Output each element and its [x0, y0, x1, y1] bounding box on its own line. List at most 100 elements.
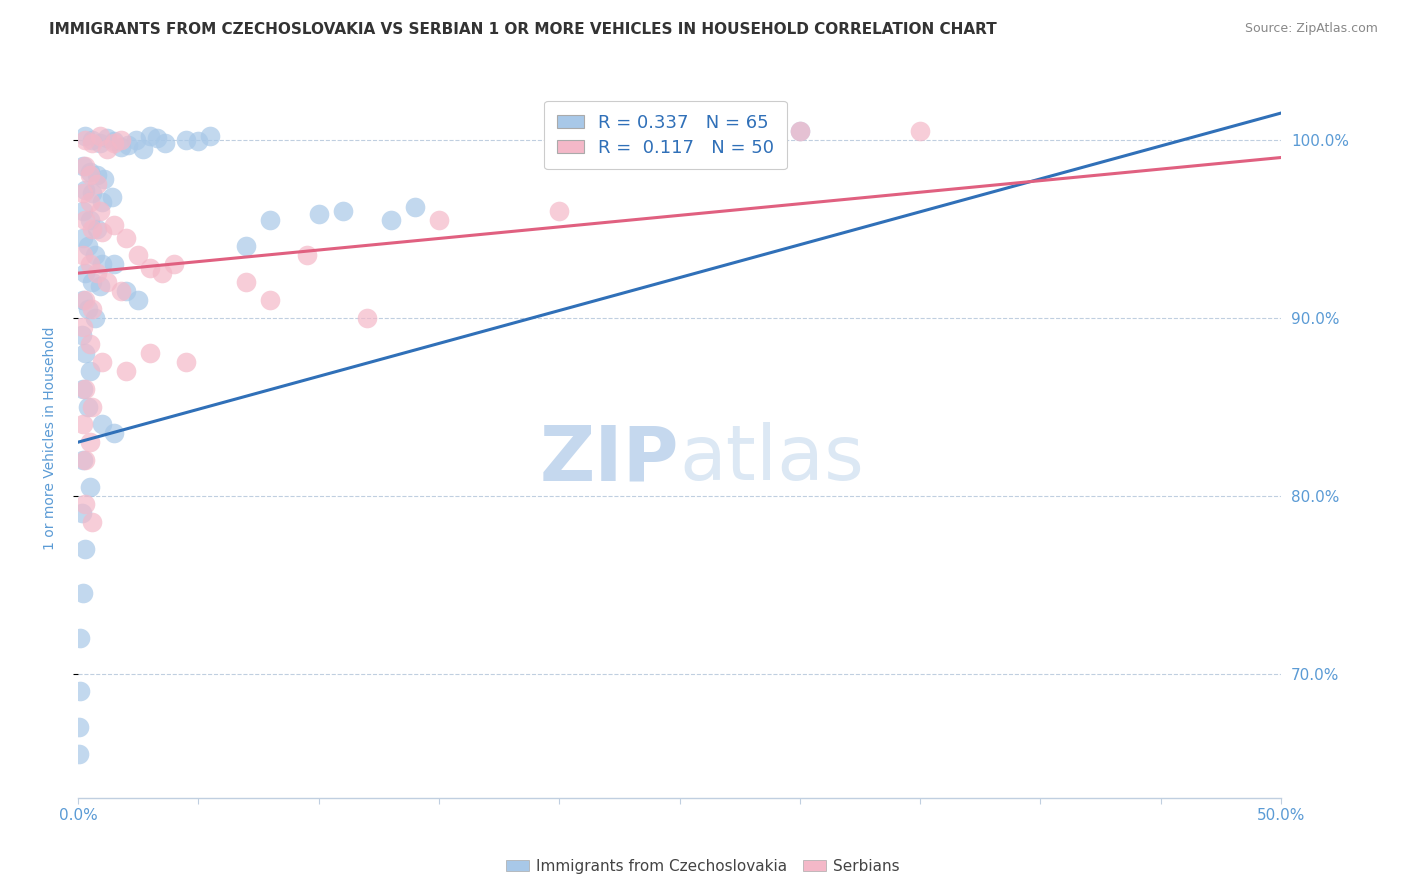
Point	[308, 207, 330, 221]
Point	[200, 129, 222, 144]
Point	[79, 480, 101, 494]
Point	[72, 160, 94, 174]
Point	[76, 239, 98, 253]
Point	[908, 124, 931, 138]
Point	[139, 260, 162, 275]
Point	[103, 135, 125, 149]
Point	[75, 293, 97, 307]
Point	[86, 169, 108, 183]
Point	[72, 293, 94, 307]
Point	[69, 631, 91, 645]
Point	[82, 186, 104, 200]
Point	[96, 275, 118, 289]
Point	[259, 293, 281, 307]
Point	[153, 136, 176, 151]
Point	[146, 131, 169, 145]
Point	[91, 225, 114, 239]
Point	[132, 142, 155, 156]
Point	[93, 172, 115, 186]
Point	[139, 129, 162, 144]
Point	[96, 131, 118, 145]
Point	[72, 382, 94, 396]
Point	[91, 257, 114, 271]
Point	[96, 142, 118, 156]
Point	[75, 541, 97, 556]
Point	[356, 310, 378, 325]
Point	[668, 128, 690, 142]
Point	[103, 218, 125, 232]
Point	[174, 355, 197, 369]
Point	[79, 169, 101, 183]
Point	[125, 133, 148, 147]
Point	[89, 129, 111, 144]
Point	[117, 138, 139, 153]
Point	[79, 364, 101, 378]
Y-axis label: 1 or more Vehicles in Household: 1 or more Vehicles in Household	[44, 326, 58, 549]
Point	[79, 435, 101, 450]
Point	[75, 160, 97, 174]
Point	[110, 284, 132, 298]
Point	[150, 266, 173, 280]
Point	[72, 417, 94, 432]
Point	[103, 257, 125, 271]
Point	[259, 212, 281, 227]
Point	[548, 203, 571, 218]
Point	[174, 133, 197, 147]
Point	[86, 221, 108, 235]
Point	[127, 248, 149, 262]
Point	[75, 182, 97, 196]
Point	[72, 586, 94, 600]
Point	[72, 453, 94, 467]
Point	[76, 301, 98, 316]
Point	[427, 212, 450, 227]
Point	[75, 382, 97, 396]
Point	[82, 133, 104, 147]
Point	[89, 278, 111, 293]
Text: atlas: atlas	[679, 423, 865, 496]
Point	[127, 293, 149, 307]
Point	[79, 337, 101, 351]
Point	[139, 346, 162, 360]
Point	[91, 194, 114, 209]
Legend: R = 0.337   N = 65, R =  0.117   N = 50: R = 0.337 N = 65, R = 0.117 N = 50	[544, 101, 787, 169]
Point	[115, 230, 138, 244]
Text: IMMIGRANTS FROM CZECHOSLOVAKIA VS SERBIAN 1 OR MORE VEHICLES IN HOUSEHOLD CORREL: IMMIGRANTS FROM CZECHOSLOVAKIA VS SERBIA…	[49, 22, 997, 37]
Point	[72, 230, 94, 244]
Point	[72, 186, 94, 200]
Point	[235, 239, 257, 253]
Point	[235, 275, 257, 289]
Point	[69, 684, 91, 698]
Point	[83, 310, 105, 325]
Point	[91, 417, 114, 432]
Point	[82, 301, 104, 316]
Point	[295, 248, 318, 262]
Point	[75, 212, 97, 227]
Point	[103, 426, 125, 441]
Point	[115, 364, 138, 378]
Point	[82, 221, 104, 235]
Point	[86, 266, 108, 280]
Point	[82, 275, 104, 289]
Point	[75, 498, 97, 512]
Point	[75, 346, 97, 360]
Point	[75, 266, 97, 280]
Point	[79, 212, 101, 227]
Point	[67, 747, 90, 761]
Point	[86, 178, 108, 192]
Point	[72, 319, 94, 334]
Point	[75, 133, 97, 147]
Point	[100, 189, 122, 203]
Point	[79, 194, 101, 209]
Point	[89, 203, 111, 218]
Point	[82, 400, 104, 414]
Point	[83, 248, 105, 262]
Point	[110, 133, 132, 147]
Point	[789, 124, 811, 138]
Point	[82, 516, 104, 530]
Point	[91, 355, 114, 369]
Point	[82, 136, 104, 151]
Point	[72, 203, 94, 218]
Point	[163, 257, 186, 271]
Point	[75, 129, 97, 144]
Point	[115, 284, 138, 298]
